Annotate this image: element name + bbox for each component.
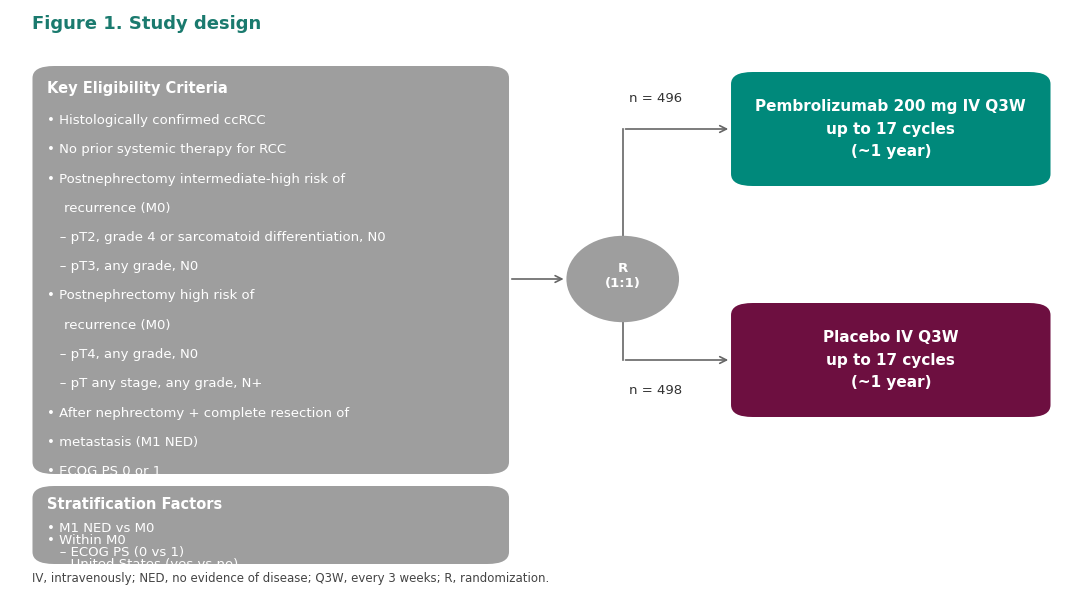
Text: n = 498: n = 498: [628, 384, 682, 397]
Text: recurrence (M0): recurrence (M0): [47, 319, 170, 332]
Text: • Within M0: • Within M0: [47, 534, 126, 547]
FancyBboxPatch shape: [32, 66, 509, 474]
Text: • Histologically confirmed ccRCC: • Histologically confirmed ccRCC: [47, 114, 265, 127]
Text: R
(1:1): R (1:1): [604, 262, 641, 290]
FancyBboxPatch shape: [731, 72, 1051, 186]
Text: Placebo IV Q3W
up to 17 cycles
(~1 year): Placebo IV Q3W up to 17 cycles (~1 year): [823, 330, 958, 390]
Text: • No prior systemic therapy for RCC: • No prior systemic therapy for RCC: [47, 143, 286, 156]
Text: – pT any stage, any grade, N+: – pT any stage, any grade, N+: [47, 377, 262, 390]
Text: – pT3, any grade, N0: – pT3, any grade, N0: [47, 260, 198, 273]
FancyBboxPatch shape: [32, 486, 509, 564]
Text: n = 496: n = 496: [628, 92, 682, 105]
Text: Stratification Factors: Stratification Factors: [47, 497, 222, 512]
Text: – pT2, grade 4 or sarcomatoid differentiation, N0: – pT2, grade 4 or sarcomatoid differenti…: [47, 231, 386, 244]
Text: Key Eligibility Criteria: Key Eligibility Criteria: [47, 81, 227, 96]
FancyBboxPatch shape: [731, 303, 1051, 417]
Text: Figure 1. Study design: Figure 1. Study design: [32, 15, 262, 33]
Text: IV, intravenously; NED, no evidence of disease; Q3W, every 3 weeks; R, randomiza: IV, intravenously; NED, no evidence of d…: [32, 572, 550, 585]
Text: • Postnephrectomy high risk of: • Postnephrectomy high risk of: [47, 289, 253, 302]
Text: • After nephrectomy + complete resection of: • After nephrectomy + complete resection…: [47, 407, 349, 419]
Text: – United States (yes vs no): – United States (yes vs no): [47, 558, 238, 571]
Text: – ECOG PS (0 vs 1): – ECOG PS (0 vs 1): [47, 546, 184, 559]
Text: – pT4, any grade, N0: – pT4, any grade, N0: [47, 348, 198, 361]
Ellipse shape: [566, 236, 679, 322]
Text: • M1 NED vs M0: • M1 NED vs M0: [47, 522, 154, 535]
Text: recurrence (M0): recurrence (M0): [47, 202, 170, 215]
Text: • Postnephrectomy intermediate-high risk of: • Postnephrectomy intermediate-high risk…: [47, 173, 344, 185]
Text: • ECOG PS 0 or 1: • ECOG PS 0 or 1: [47, 465, 160, 478]
Text: • metastasis (M1 NED): • metastasis (M1 NED): [47, 436, 198, 449]
Text: Pembrolizumab 200 mg IV Q3W
up to 17 cycles
(~1 year): Pembrolizumab 200 mg IV Q3W up to 17 cyc…: [756, 100, 1026, 159]
